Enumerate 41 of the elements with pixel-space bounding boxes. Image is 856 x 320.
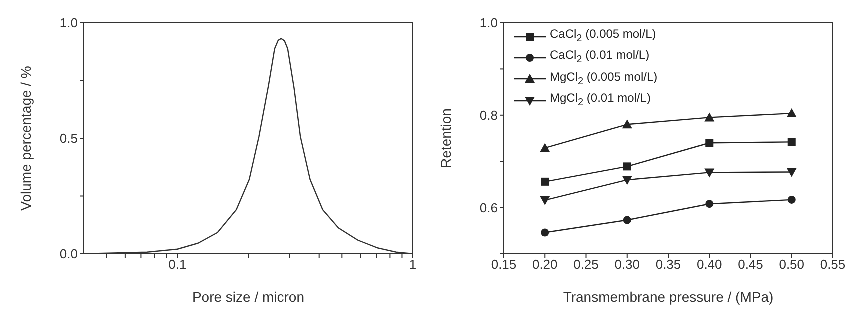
x-tick-label: 0.55: [820, 257, 846, 272]
legend-label: MgCl$_{2}$ (0.005 mol/L): [550, 68, 658, 90]
point: [622, 120, 632, 129]
x-tick-label: 0.25: [574, 257, 599, 272]
x-tick-label: 0.35: [656, 257, 682, 272]
point: [786, 168, 797, 178]
y-tick-label: 1.0: [60, 16, 78, 31]
point: [704, 168, 715, 178]
y-tick-label: 0.6: [480, 200, 498, 216]
x-tick-label: 0.50: [779, 257, 805, 272]
point: [541, 228, 550, 237]
point: [622, 176, 632, 186]
point: [706, 200, 714, 208]
legend-label: MgCl$_{2}$ (0.01 mol/L): [550, 90, 651, 111]
y-axis-title: Retention: [438, 108, 454, 168]
point: [541, 178, 550, 186]
point: [786, 108, 797, 118]
y-tick-label: 1.0: [480, 16, 498, 31]
y-axis-title: Volume percentage / %: [18, 66, 34, 211]
legend-label: CaCl$_{2}$ (0.005 mol/L): [550, 26, 656, 46]
x-tick-label: 0.30: [614, 257, 640, 272]
point: [706, 139, 714, 148]
x-tick-label: 1: [409, 257, 417, 272]
point: [540, 196, 550, 206]
point: [788, 196, 796, 204]
x-tick-label: 0.45: [738, 257, 764, 272]
legend-label: CaCl$_{2}$ (0.01 mol/L): [550, 47, 650, 68]
point: [623, 162, 632, 171]
y-tick-label: 0.8: [480, 108, 498, 124]
x-tick-label: 0.1: [168, 257, 187, 272]
point: [623, 216, 632, 224]
x-axis-title: Pore size / micron: [192, 289, 305, 305]
y-tick-label: 0.0: [60, 246, 78, 262]
point: [704, 112, 715, 122]
point: [540, 143, 550, 152]
x-tick-label: 0.15: [491, 257, 517, 272]
x-tick-label: 0.20: [532, 257, 558, 272]
x-axis-title: Transmembrane pressure / (MPa): [563, 289, 774, 305]
x-tick-label: 0.40: [696, 257, 722, 272]
y-tick-label: 0.5: [60, 131, 78, 146]
point: [788, 138, 796, 146]
